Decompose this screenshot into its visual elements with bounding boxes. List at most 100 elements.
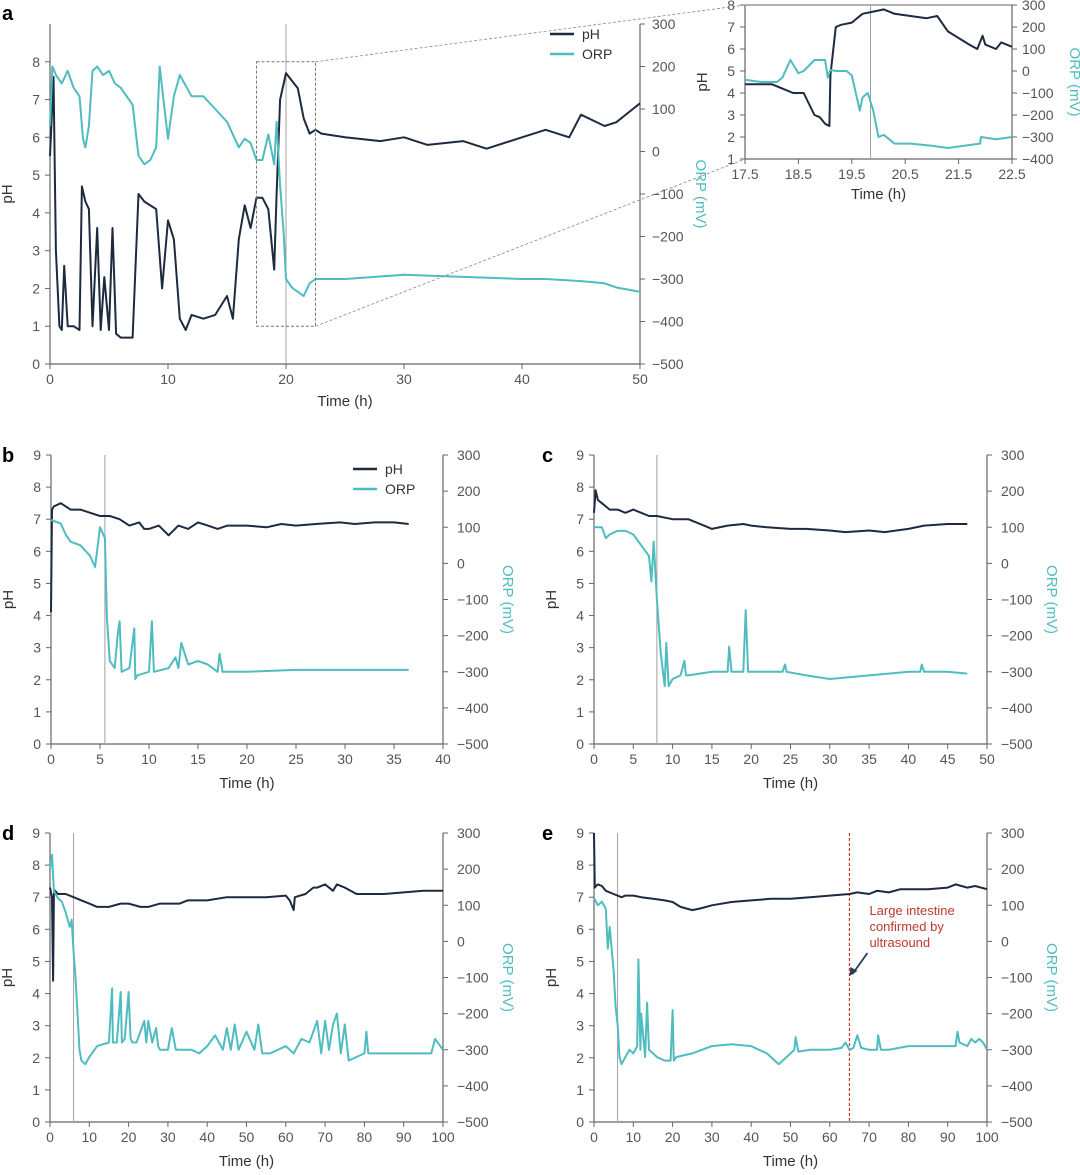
series-line-ph	[49, 72, 641, 339]
series-line-orp	[49, 65, 641, 297]
x-tick-label: 80	[357, 1129, 373, 1145]
y-left-tick-label: 4	[576, 608, 584, 624]
x-tick-label: 60	[822, 1129, 838, 1145]
x-tick-label: 40	[901, 751, 917, 767]
x-tick-label: 40	[435, 751, 451, 767]
y-left-tick-label: 1	[576, 1082, 584, 1098]
y-right-tick-label: 100	[457, 897, 481, 913]
x-tick-label: 90	[940, 1129, 956, 1145]
y-right-tick-label: −200	[1022, 107, 1054, 123]
zoom-connectors	[315, 4, 746, 327]
y-left-tick-label: 2	[32, 1050, 40, 1066]
x-tick-label: 20	[278, 371, 294, 387]
y-right-tick-label: 0	[652, 144, 660, 160]
panel-label: d	[2, 823, 14, 845]
y-left-tick-label: 0	[576, 736, 584, 752]
y-right-tick-label: 200	[1001, 483, 1025, 499]
y-right-tick-label: −400	[457, 700, 489, 716]
series-line-orp	[50, 519, 409, 680]
y-right-tick-label: 200	[1022, 19, 1046, 35]
y-axis-left-title: pH	[543, 968, 560, 987]
y-left-tick-label: 3	[727, 107, 735, 123]
y-right-tick-label: −500	[1001, 736, 1033, 752]
y-left-tick-label: 5	[576, 575, 584, 591]
x-tick-label: 100	[431, 1129, 455, 1145]
y-axis-left-title: pH	[0, 968, 16, 987]
y-right-tick-label: −500	[652, 356, 684, 372]
y-axis-left-title: pH	[0, 184, 16, 203]
y-left-tick-label: 5	[576, 953, 584, 969]
y-right-tick-label: 300	[457, 447, 481, 463]
annotation-arrowhead-icon	[849, 967, 858, 976]
y-axis-right-title: ORP (mV)	[499, 565, 516, 634]
y-right-tick-label: −100	[457, 970, 489, 986]
y-axis-left-title: pH	[543, 590, 560, 609]
y-left-tick-label: 1	[32, 318, 40, 334]
y-left-tick-label: 8	[576, 857, 584, 873]
x-tick-label: 19.5	[838, 166, 865, 182]
x-tick-label: 50	[239, 1129, 255, 1145]
y-right-tick-label: 0	[1001, 933, 1009, 949]
y-left-tick-label: 5	[727, 63, 735, 79]
y-left-tick-label: 4	[32, 986, 40, 1002]
y-right-tick-label: −500	[457, 736, 489, 752]
y-left-tick-label: 2	[32, 280, 40, 296]
y-right-tick-label: −300	[652, 271, 684, 287]
x-tick-label: 100	[975, 1129, 999, 1145]
y-right-tick-label: −100	[1001, 970, 1033, 986]
y-left-tick-label: 7	[32, 92, 40, 108]
y-right-tick-label: 0	[1022, 63, 1030, 79]
y-right-tick-label: 100	[1001, 519, 1025, 535]
x-tick-label: 0	[46, 1129, 54, 1145]
x-tick-label: 10	[141, 751, 157, 767]
y-right-tick-label: 100	[652, 101, 676, 117]
x-axis-title: Time (h)	[317, 393, 372, 410]
x-tick-label: 40	[199, 1129, 215, 1145]
series-line-orp	[593, 897, 988, 1066]
panel-a: a 0 10 20 30 40 50 0 1 2 3 4 5 6 7 8 −500 −400 −300 −200 −10…	[0, 3, 709, 410]
x-tick-label: 20	[665, 1129, 681, 1145]
y-axis-right-title: ORP (mV)	[1043, 565, 1060, 634]
panel-d: d 0 10 20 30 40 50 60 70 80 90 100 0 1 2 3 4 5 6 7 8 9 −500 −40…	[0, 823, 516, 1170]
y-left-tick-label: 8	[576, 479, 584, 495]
y-right-tick-label: −100	[1022, 85, 1054, 101]
y-left-tick-label: 1	[727, 151, 735, 167]
x-tick-label: 10	[160, 371, 176, 387]
series-line-orp	[49, 853, 444, 1066]
y-left-tick-label: 3	[576, 1018, 584, 1034]
y-right-tick-label: −300	[457, 664, 489, 680]
y-right-tick-label: 0	[457, 933, 465, 949]
y-left-tick-label: 4	[727, 85, 735, 101]
y-left-tick-label: 7	[576, 511, 584, 527]
series-line-ph	[593, 489, 968, 534]
panel-label: c	[542, 445, 553, 467]
y-left-tick-label: 9	[576, 825, 584, 841]
y-left-tick-label: 8	[32, 54, 40, 70]
x-tick-label: 15	[190, 751, 206, 767]
x-axis-title: Time (h)	[763, 1153, 818, 1170]
zoom-connector-bottom	[315, 158, 746, 327]
y-right-tick-label: −500	[457, 1114, 489, 1130]
y-right-tick-label: 200	[457, 861, 481, 877]
x-tick-label: 30	[396, 371, 412, 387]
series-line-ph	[745, 8, 1013, 127]
x-tick-label: 0	[590, 1129, 598, 1145]
y-left-tick-label: 0	[576, 1114, 584, 1130]
y-left-tick-label: 4	[576, 986, 584, 1002]
y-right-tick-label: −300	[457, 1042, 489, 1058]
x-tick-label: 10	[82, 1129, 98, 1145]
x-tick-label: 30	[704, 1129, 720, 1145]
x-tick-label: 50	[979, 751, 995, 767]
x-tick-label: 17.5	[731, 166, 758, 182]
y-left-tick-label: 7	[32, 889, 40, 905]
y-right-tick-label: 200	[1001, 861, 1025, 877]
x-axis-title: Time (h)	[219, 775, 274, 792]
x-tick-label: 70	[861, 1129, 877, 1145]
panel-e: e 0 10 20 30 40 50 60 70 80 90 100 0 1 2 3 4 5 6 7 8 9 −500 −40…	[542, 823, 1060, 1170]
y-left-tick-label: 7	[33, 511, 41, 527]
x-tick-label: 20	[239, 751, 255, 767]
y-right-tick-label: −200	[652, 229, 684, 245]
x-tick-label: 25	[783, 751, 799, 767]
legend-label-ph: pH	[385, 461, 403, 477]
